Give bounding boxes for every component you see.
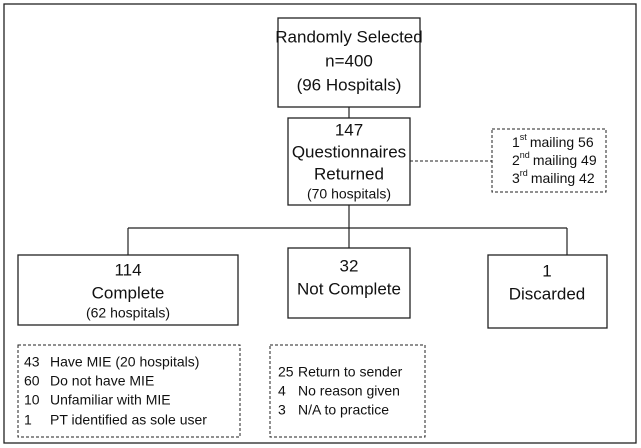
note-line: 2nd mailing 49 bbox=[512, 150, 597, 167]
reason: Return to sender bbox=[298, 364, 403, 380]
note-box bbox=[491, 128, 607, 193]
ordinal: 1 bbox=[512, 134, 520, 150]
count: 3 bbox=[278, 402, 286, 418]
count: 1 bbox=[24, 412, 32, 428]
box bbox=[287, 117, 411, 206]
box bbox=[17, 254, 239, 326]
note-line: 1st mailing 56 bbox=[512, 132, 594, 149]
box-text: Complete bbox=[92, 283, 165, 302]
text: mailing 56 bbox=[530, 134, 594, 150]
note-box bbox=[269, 344, 426, 438]
ordinal: 3 bbox=[512, 170, 520, 186]
box-subtext: (62 hospitals) bbox=[86, 305, 170, 321]
count: 60 bbox=[24, 373, 40, 389]
reason: Unfamiliar with MIE bbox=[50, 392, 171, 408]
box-text: Questionnaires bbox=[292, 142, 406, 161]
box-text: (96 Hospitals) bbox=[297, 75, 402, 94]
suffix: nd bbox=[520, 150, 530, 160]
text: mailing 42 bbox=[531, 170, 595, 186]
reason: No reason given bbox=[298, 383, 400, 399]
reason: Have MIE (20 hospitals) bbox=[50, 354, 199, 370]
box bbox=[287, 247, 411, 319]
box-text: 32 bbox=[340, 256, 359, 275]
reason: N/A to practice bbox=[298, 402, 389, 418]
box-text: 114 bbox=[114, 260, 141, 279]
box-text: 147 bbox=[335, 120, 363, 139]
box-text: Discarded bbox=[509, 284, 586, 303]
note-line: 3rd mailing 42 bbox=[512, 168, 595, 185]
count: 4 bbox=[278, 383, 286, 399]
box-text: Returned bbox=[314, 164, 384, 183]
suffix: st bbox=[520, 132, 528, 142]
box-text: n=400 bbox=[325, 51, 373, 70]
ordinal: 2 bbox=[512, 152, 520, 168]
reason: Do not have MIE bbox=[50, 373, 154, 389]
text: mailing 49 bbox=[533, 152, 597, 168]
note-box bbox=[17, 344, 241, 438]
reason: PT identified as sole user bbox=[50, 412, 207, 428]
count: 25 bbox=[278, 364, 294, 380]
box bbox=[487, 254, 608, 329]
box bbox=[277, 17, 421, 108]
suffix: rd bbox=[520, 168, 528, 178]
box-text: Randomly Selected bbox=[275, 27, 422, 46]
box-subtext: (70 hospitals) bbox=[307, 186, 391, 202]
box-text: Not Complete bbox=[297, 279, 401, 298]
box-text: 1 bbox=[542, 261, 551, 280]
count: 43 bbox=[24, 354, 40, 370]
count: 10 bbox=[24, 392, 40, 408]
